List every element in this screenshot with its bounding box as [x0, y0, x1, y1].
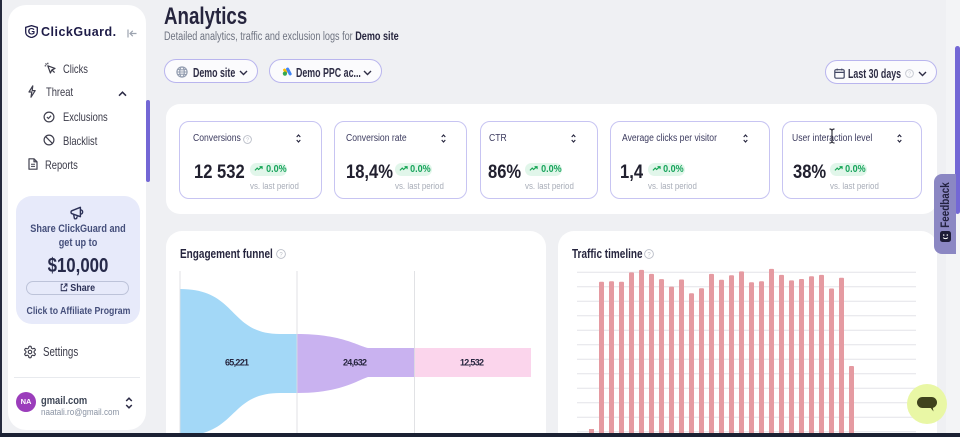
svg-text:?: ? [908, 71, 911, 77]
svg-text:24,632: 24,632 [343, 358, 367, 368]
svg-text:G: G [28, 27, 35, 38]
svg-text:?: ? [279, 252, 283, 258]
svg-text:65,221: 65,221 [225, 358, 249, 368]
svg-text:12,532: 12,532 [460, 358, 484, 368]
svg-text:?: ? [246, 137, 249, 143]
svg-text:?: ? [647, 252, 651, 258]
